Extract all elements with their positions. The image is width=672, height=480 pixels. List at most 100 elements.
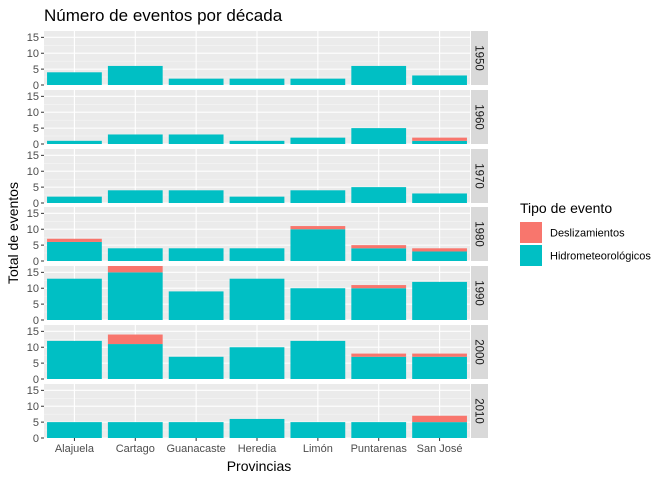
bar-hidrometeorologicos-1990-Limón [290,288,346,320]
facet-panel-1980: 0 5 10 15 1980 [27,207,488,268]
bar-deslizamientos-2010-San José [412,415,467,423]
bar-hidrometeorologicos-1990-Guanacaste [168,291,224,320]
y-axis-title: Total de eventos [5,182,21,284]
bar-deslizamientos-1980-Limón [290,226,346,230]
bar-hidrometeorologicos-1950-Alajuela [47,72,102,85]
facet-strip [471,207,488,261]
bar-hidrometeorologicos-1960-Guanacaste [168,134,224,144]
bar-hidrometeorologicos-2000-Guanacaste [168,356,224,379]
y-tick-label: 5 [33,417,39,429]
bar-hidrometeorologicos-1970-Heredia [229,196,285,203]
facet-strip [471,325,488,379]
y-tick-label: 10 [27,342,39,354]
bar-hidrometeorologicos-2000-San José [412,356,467,379]
x-tick-label: Limón [303,443,333,455]
y-tick-label: 0 [33,256,39,268]
x-tick-label: Guanacaste [166,443,225,455]
bar-hidrometeorologicos-2010-Alajuela [47,422,102,438]
bar-hidrometeorologicos-1970-Cartago [107,190,163,203]
bar-deslizamientos-2000-Puntarenas [351,353,407,357]
y-tick-label: 10 [27,166,39,178]
facet-strip-label: 1960 [473,104,485,130]
y-tick-label: 5 [33,240,39,252]
facet-strip-label: 1950 [473,45,485,71]
bar-hidrometeorologicos-1980-Puntarenas [351,248,407,261]
x-tick-label: San José [417,443,463,455]
y-tick-label: 0 [33,433,39,445]
facet-strip-label: 2010 [473,398,485,424]
legend-key [520,222,542,243]
y-tick-label: 0 [33,374,39,386]
bar-hidrometeorologicos-2010-Cartago [107,422,163,438]
facet-strip [471,384,488,438]
facet-strip [471,266,488,320]
bar-deslizamientos-1980-Alajuela [47,238,102,242]
y-tick-label: 5 [33,123,39,135]
legend: Tipo de evento Deslizamientos Hidrometeor… [520,200,651,266]
y-tick-label: 15 [27,32,39,44]
facet-strip [471,149,488,203]
bar-hidrometeorologicos-1960-Limón [290,137,346,144]
facet-panel-2010: 0 5 10 15 2010 [27,384,488,445]
bar-hidrometeorologicos-2010-Limón [290,422,346,438]
bar-deslizamientos-2000-San José [412,353,467,357]
bar-hidrometeorologicos-2000-Puntarenas [351,356,407,379]
y-tick-label: 5 [33,182,39,194]
bar-hidrometeorologicos-2010-Puntarenas [351,422,407,438]
bar-hidrometeorologicos-1990-Alajuela [47,278,102,320]
x-axis-tick-labels: Alajuela Cartago Guanacaste Heredia Limón Pun… [55,438,463,455]
bar-hidrometeorologicos-1950-Cartago [107,65,163,85]
facet-panel-1990: 0 5 10 15 1990 [27,266,488,327]
legend-key [520,245,542,266]
y-tick-label: 10 [27,48,39,60]
bar-hidrometeorologicos-2000-Cartago [107,344,163,379]
bar-hidrometeorologicos-1970-Puntarenas [351,187,407,203]
y-tick-label: 15 [27,91,39,103]
chart-title: Número de eventos por década [44,6,283,25]
bar-hidrometeorologicos-1980-Alajuela [47,241,102,261]
y-tick-label: 5 [33,299,39,311]
bar-hidrometeorologicos-1980-Limón [290,229,346,261]
x-tick-label: Alajuela [55,443,95,455]
legend-entries: Deslizamientos Hidrometeorológicos [520,222,651,266]
y-tick-label: 15 [27,326,39,338]
bar-hidrometeorologicos-1960-Puntarenas [351,128,407,144]
bar-hidrometeorologicos-2010-Guanacaste [168,422,224,438]
bar-deslizamientos-2000-Cartago [107,334,163,345]
facet-panels: 0 5 10 15 1950 0 5 10 15 1960 0 5 10 15 1970 0 5 10 15 1980… [27,31,488,445]
y-tick-label: 10 [27,107,39,119]
y-tick-label: 5 [33,358,39,370]
bar-hidrometeorologicos-1990-Heredia [229,278,285,320]
bar-hidrometeorologicos-1950-San José [412,75,467,85]
bar-hidrometeorologicos-2010-San José [412,422,467,438]
bar-hidrometeorologicos-1980-Cartago [107,248,163,261]
bar-hidrometeorologicos-1950-Limón [290,78,346,85]
legend-label: Hidrometeorológicos [550,251,651,263]
bar-hidrometeorologicos-1980-Guanacaste [168,248,224,261]
bar-hidrometeorologicos-1980-San José [412,251,467,261]
bar-hidrometeorologicos-1990-San José [412,281,467,320]
bar-hidrometeorologicos-1970-Guanacaste [168,190,224,203]
y-tick-label: 0 [33,315,39,327]
y-tick-label: 5 [33,64,39,76]
y-tick-label: 15 [27,150,39,162]
facet-panel-1970: 0 5 10 15 1970 [27,149,488,210]
bar-hidrometeorologicos-2000-Heredia [229,347,285,379]
bar-deslizamientos-1960-San José [412,137,467,141]
bar-hidrometeorologicos-1960-San José [412,140,467,144]
y-tick-label: 0 [33,139,39,151]
facet-strip-label: 1970 [473,163,485,189]
bar-hidrometeorologicos-1950-Puntarenas [351,65,407,85]
bar-deslizamientos-1980-Puntarenas [351,245,407,249]
bar-hidrometeorologicos-1950-Guanacaste [168,78,224,85]
y-tick-label: 15 [27,208,39,220]
bar-hidrometeorologicos-1990-Puntarenas [351,288,407,320]
bar-hidrometeorologicos-1990-Cartago [107,272,163,320]
bar-deslizamientos-1980-San José [412,248,467,252]
y-tick-label: 0 [33,80,39,92]
bar-hidrometeorologicos-1980-Heredia [229,248,285,261]
facet-strip [471,90,488,144]
bar-hidrometeorologicos-1970-Limón [290,190,346,203]
bar-hidrometeorologicos-1970-Alajuela [47,196,102,203]
